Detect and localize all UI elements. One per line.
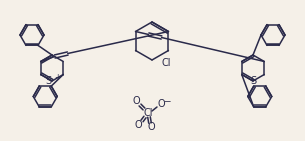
Text: +: +	[54, 73, 60, 82]
Text: −: −	[163, 96, 171, 105]
Text: O: O	[134, 120, 142, 130]
Text: S: S	[45, 76, 51, 86]
Text: S: S	[250, 76, 256, 86]
Text: Cl: Cl	[162, 58, 171, 68]
Text: O: O	[157, 99, 165, 109]
Text: O: O	[132, 96, 140, 106]
Text: O: O	[147, 122, 155, 132]
Text: Cl: Cl	[143, 108, 153, 118]
